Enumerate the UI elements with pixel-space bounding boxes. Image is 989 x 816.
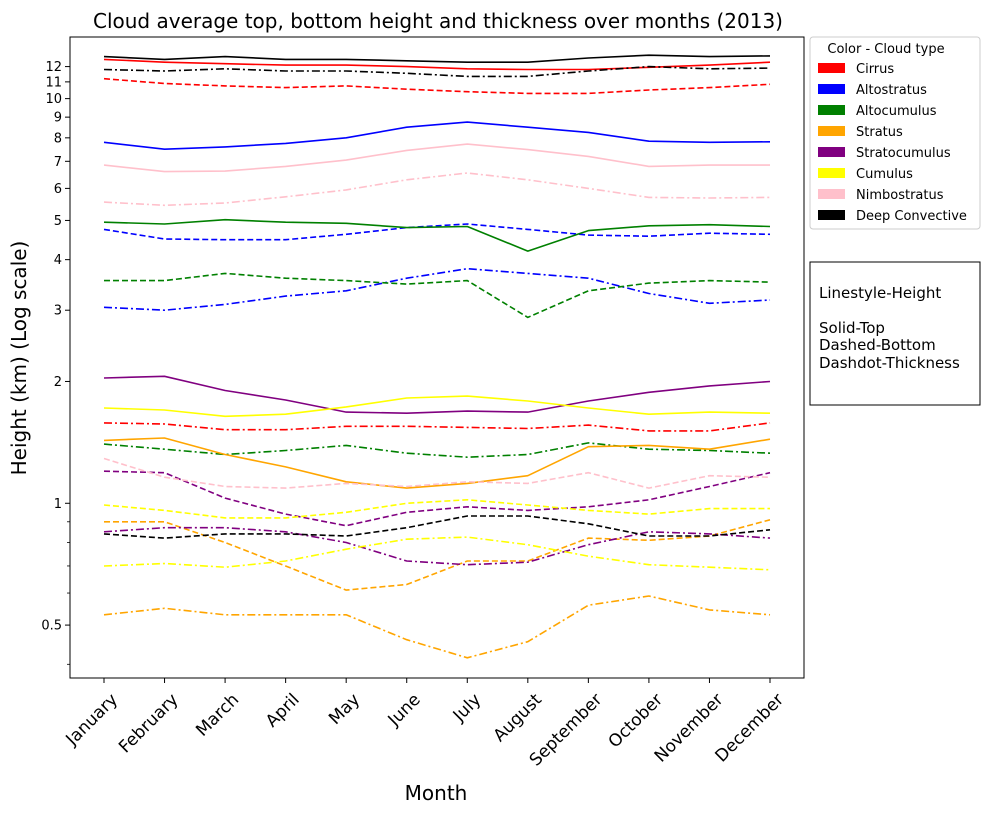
note-line-3: Solid-Top <box>819 319 885 337</box>
series-line-cirrus-thickness <box>103 422 771 432</box>
note-line-5: Dashdot-Thickness <box>819 354 960 372</box>
plot-area-frame <box>69 36 805 679</box>
series-line-cirrus-bottom <box>103 77 771 95</box>
series-line-deep-convective-thickness <box>103 65 771 78</box>
plot-lines <box>103 54 771 659</box>
legend-swatch <box>818 126 845 136</box>
legend-swatch <box>818 84 845 94</box>
legend-swatch <box>818 63 845 73</box>
legend-swatch <box>818 105 845 115</box>
y-tick-label: 1 <box>54 497 62 512</box>
legend-swatch <box>818 189 845 199</box>
y-tick-label: 0.5 <box>41 619 62 634</box>
y-tick-label: 11 <box>45 75 62 90</box>
x-tick-label: July <box>449 690 485 726</box>
note-line-4: Dashed-Bottom <box>819 336 936 354</box>
series-line-altostratus-bottom <box>103 223 771 241</box>
x-tick-label: March <box>192 690 243 741</box>
linestyle-note: Linestyle-Height Solid-Top Dashed-Bottom… <box>809 261 981 406</box>
series-line-nimbostratus-bottom <box>103 457 771 489</box>
series-line-altostratus-thickness <box>103 267 771 312</box>
legend-swatch <box>818 210 845 220</box>
legend-label: Stratus <box>856 125 903 140</box>
legend-label: Altocumulus <box>856 104 937 119</box>
x-tick-label: June <box>384 690 425 731</box>
legend-label: Deep Convective <box>856 209 967 224</box>
note-line-1: Linestyle-Height <box>819 284 941 302</box>
x-tick-label: April <box>262 690 304 732</box>
series-line-altocumulus-bottom <box>104 272 771 319</box>
y-tick-label: 2 <box>54 375 62 390</box>
legend-frame <box>809 36 981 230</box>
series-line-cumulus-thickness <box>103 536 771 571</box>
legend-entries: Cirrus Altostratus Altocumulus Stratus Strat… <box>818 62 967 224</box>
linestyle-note-frame <box>809 261 981 406</box>
series-line-stratus-bottom <box>104 519 771 591</box>
legend-swatch <box>818 168 845 178</box>
series-line-stratus-thickness <box>103 595 771 659</box>
x-tick-label: August <box>490 690 546 746</box>
legend-label: Nimbostratus <box>856 188 944 203</box>
legend-label: Cumulus <box>856 167 913 182</box>
y-tick-label: 8 <box>54 131 62 146</box>
y-tick-label: 12 <box>45 60 62 75</box>
series-line-altostratus-top <box>103 121 771 150</box>
x-tick-label: January <box>62 690 122 750</box>
y-tick-label: 5 <box>54 214 62 229</box>
x-tick-label: May <box>325 690 364 729</box>
y-axis-label: Height (km) (Log scale) <box>7 241 31 476</box>
legend-label: Stratocumulus <box>856 146 951 161</box>
x-axis-label: Month <box>405 781 468 805</box>
series-line-altocumulus-thickness <box>103 442 771 459</box>
y-tick-label: 3 <box>54 304 62 319</box>
series-line-stratocumulus-bottom <box>103 470 771 527</box>
chart-title: Cloud average top, bottom height and thi… <box>93 9 783 33</box>
series-line-cumulus-bottom <box>103 498 770 519</box>
series-line-cumulus-top <box>103 395 771 418</box>
y-tick-label: 10 <box>45 92 62 107</box>
series-line-stratocumulus-top <box>103 375 771 415</box>
y-tick-label: 7 <box>54 155 62 170</box>
y-tick-label: 9 <box>54 111 62 126</box>
series-line-deep-convective-bottom <box>103 515 771 539</box>
series-line-nimbostratus-top <box>103 143 770 173</box>
series-line-stratus-top <box>103 437 771 489</box>
legend: Color - Cloud type Cirrus Altostratus Alto… <box>809 36 981 230</box>
legend-label: Cirrus <box>856 62 894 77</box>
legend-swatch <box>818 147 845 157</box>
series-line-nimbostratus-thickness <box>103 172 771 207</box>
x-tick-label: October <box>605 690 667 752</box>
series-line-deep-convective-top <box>103 54 771 64</box>
series-line-stratocumulus-thickness <box>103 526 771 566</box>
legend-label: Altostratus <box>856 83 927 98</box>
series-line-altocumulus-top <box>103 218 771 252</box>
legend-title: Color - Cloud type <box>827 42 944 57</box>
y-tick-label: 4 <box>54 253 62 268</box>
y-tick-label: 6 <box>54 182 62 197</box>
x-tick-label: February <box>115 690 182 757</box>
